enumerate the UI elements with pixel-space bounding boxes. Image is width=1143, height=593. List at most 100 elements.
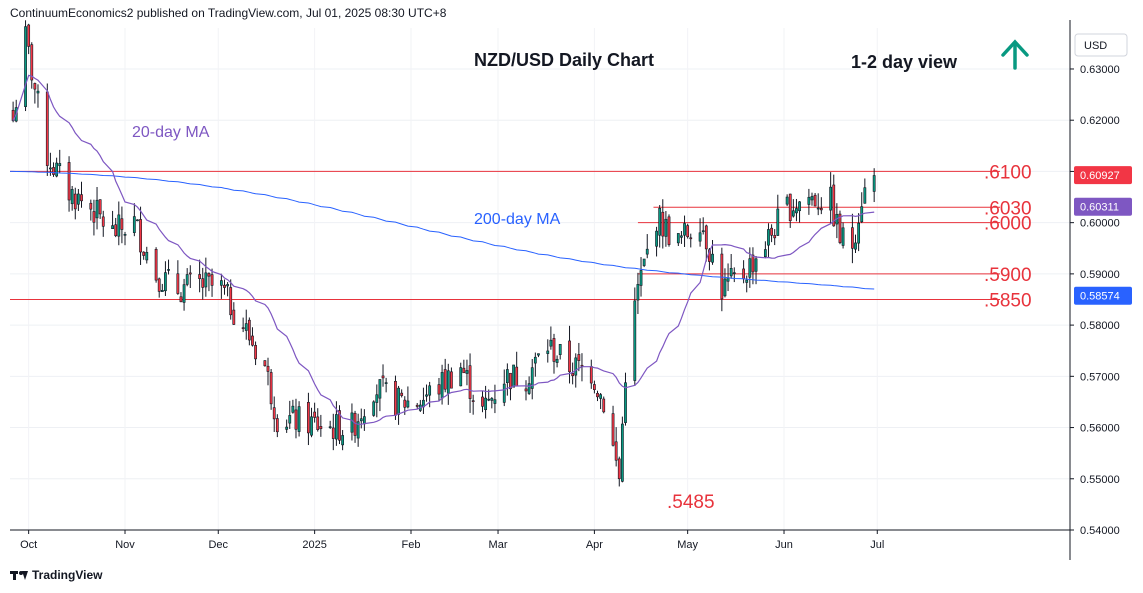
candle [338,405,341,445]
candle-body [139,219,142,253]
publish-header: ContinuumEconomics2 published on Trading… [10,6,447,20]
candle [120,206,124,244]
candle [350,403,354,441]
candle-body [157,278,161,292]
candle-body [667,216,671,245]
candle [394,375,397,420]
candle [704,224,708,262]
candle-body [742,268,745,280]
candle [530,359,534,400]
candle-body [98,199,102,215]
candle [400,389,404,398]
candle-body [515,366,519,387]
candle-body [854,242,857,250]
candle-body [145,251,149,261]
candle-body [552,338,556,362]
candle-body [394,381,397,416]
candle [829,172,833,225]
candle [244,309,248,340]
candle-body [111,225,114,229]
candle-body [614,441,618,461]
level-label: .5900 [984,265,1032,286]
candle-body [841,227,845,246]
candle-body [527,383,531,394]
price-tag [1074,166,1132,185]
candle-body [120,218,124,230]
candle-body [207,273,211,277]
candle-body [375,394,379,403]
candle-body [683,223,686,236]
candle-body [505,369,509,384]
candle [307,392,310,446]
candle-body [729,267,733,277]
candle-body [773,235,777,239]
ma20-line [12,74,875,425]
candle-body [863,187,867,204]
candle-body [732,272,736,274]
candle [838,210,842,245]
candle [313,402,317,423]
candle-body [55,162,59,177]
candle [816,193,820,216]
candle [698,218,702,247]
candle [872,168,876,203]
candle-body [611,413,615,446]
candle [490,397,494,409]
candle-body [123,233,127,236]
candle-body [645,248,649,255]
candle [353,410,357,443]
candle-body [788,193,792,222]
candle [101,210,105,237]
candle [459,362,463,387]
candle-body [642,258,646,266]
tradingview-footer[interactable]: TradingView [10,568,102,582]
view-label: 1-2 day view [851,52,958,72]
candle-body [294,409,298,430]
candle-body [406,400,410,408]
candle-body [182,284,186,303]
candle-body [247,319,251,341]
candle [524,380,528,401]
candle [73,187,77,220]
candle-body [512,364,515,388]
annotations: NZD/USD Daily Chart 1-2 day view 20-day MA… [132,39,1029,513]
candle [80,181,83,208]
candle-body [226,284,229,287]
candle [188,265,192,288]
candle [505,363,509,396]
candle [767,223,770,258]
candle [676,233,680,247]
candle-body [689,237,693,240]
candle [773,229,777,246]
candle [176,260,180,295]
candle-body [577,354,581,361]
candle [770,224,773,243]
candle [36,84,40,108]
candle [549,326,553,350]
candle [375,384,379,418]
candle [633,287,637,386]
price-tag-label: 0.58574 [1080,291,1120,303]
candle [854,234,857,254]
candle-body [45,91,49,166]
candle-body [589,366,593,384]
candle-body [185,274,189,285]
candle [145,246,149,264]
candle [468,353,472,413]
candle-body [509,372,512,390]
candle [378,379,382,412]
candle-body [313,411,317,418]
candle-body [838,213,842,243]
candle-body [459,367,463,387]
candle [58,149,62,173]
candle [185,268,189,287]
candle [437,377,441,402]
candle [372,400,376,417]
candle-body [378,379,382,399]
candle [341,430,344,451]
candle [226,282,229,297]
candle [247,317,251,346]
candle-body [210,274,214,286]
y-tick-label: 0.62000 [1080,115,1120,127]
